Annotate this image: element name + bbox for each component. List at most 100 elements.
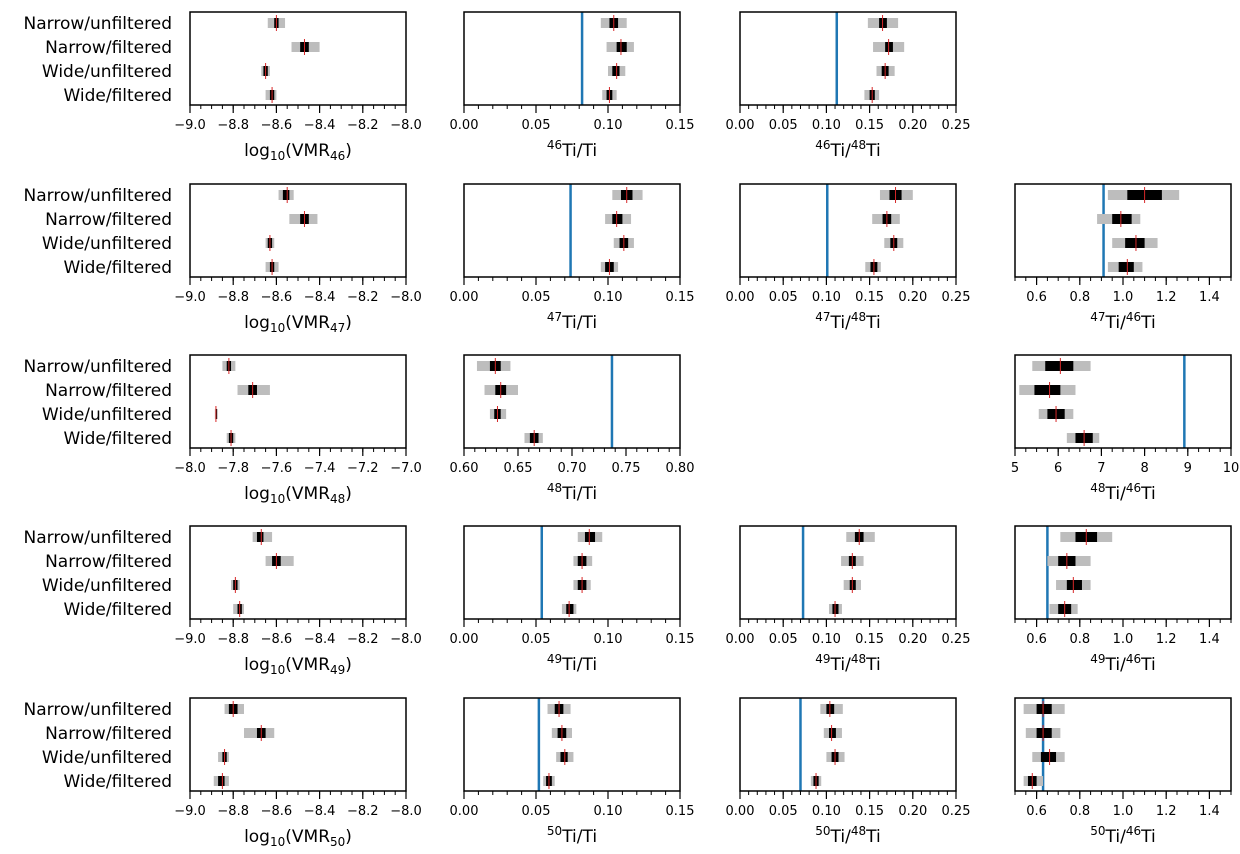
row-label: Narrow/filtered (45, 38, 172, 58)
tick-label: −7.4 (304, 461, 336, 476)
axis-title: log10(VMR47) (244, 313, 352, 335)
tick-label: 0.15 (855, 632, 884, 647)
tick-label: −8.0 (390, 804, 422, 819)
axis-title: 49Ti/Ti (547, 652, 597, 675)
inner-interval (218, 776, 225, 786)
tick-label: 0.10 (594, 632, 623, 647)
tick-label: −8.2 (347, 118, 379, 133)
axis-title: 50Ti/Ti (547, 824, 597, 847)
tick-label: −7.8 (217, 461, 249, 476)
axis-title: log10(VMR48) (244, 484, 352, 506)
tick-label: 0.20 (898, 118, 927, 133)
axes-frame (189, 183, 407, 278)
tick-label: 0.05 (769, 632, 798, 647)
tick-label: 1.4 (1199, 290, 1220, 305)
panel-48-1: 0.60 0.65 0.70 0.75 0.80 48Ti/Ti (450, 354, 694, 504)
tick-label: −8.4 (304, 118, 336, 133)
inner-interval (215, 409, 218, 419)
panel-49-0: −9.0 −8.8 −8.6 −8.4 −8.2 −8.0 log10(VMR49) (174, 525, 422, 677)
tick-label: 7 (1097, 461, 1105, 476)
tick-label: 0.25 (942, 118, 971, 133)
row-label: Narrow/unfiltered (24, 700, 172, 720)
tick-label: −8.6 (261, 118, 293, 133)
tick-label: 0.05 (769, 118, 798, 133)
inner-interval (1112, 214, 1132, 224)
row-label: Wide/unfiltered (42, 405, 172, 425)
row-label: Wide/unfiltered (42, 234, 172, 254)
tick-label: −8.8 (217, 118, 249, 133)
inner-interval (1118, 262, 1134, 272)
tick-label: 0.8 (1069, 804, 1090, 819)
tick-label: 0.10 (812, 632, 841, 647)
tick-label: 0.00 (726, 804, 755, 819)
axes-frame (463, 525, 681, 620)
tick-label: −8.2 (347, 290, 379, 305)
tick-label: −8.0 (390, 118, 422, 133)
axes-frame (739, 183, 957, 278)
panel-50-2: 0.00 0.05 0.10 0.15 0.20 0.25 50Ti/48Ti (726, 697, 970, 847)
tick-label: −7.6 (261, 461, 293, 476)
tick-label: 0.05 (769, 804, 798, 819)
tick-label: 0.05 (522, 118, 551, 133)
tick-label: 0.65 (504, 461, 533, 476)
row-label: Wide/filtered (63, 772, 172, 792)
tick-label: −8.6 (261, 632, 293, 647)
tick-label: 0.20 (898, 290, 927, 305)
tick-label: 1.4 (1199, 632, 1220, 647)
panel-47-2: 0.00 0.05 0.10 0.15 0.20 0.25 47Ti/48Ti (726, 183, 971, 333)
axes-frame (739, 11, 957, 106)
tick-label: 0.70 (558, 461, 587, 476)
tick-label: −9.0 (174, 804, 206, 819)
inner-interval (612, 214, 623, 224)
axis-title: log10(VMR49) (244, 655, 352, 677)
panel-46-0: −9.0 −8.8 −8.6 −8.4 −8.2 −8.0 log10(VMR46) (174, 11, 422, 163)
tick-label: 0.15 (855, 290, 884, 305)
row-label: Wide/unfiltered (42, 62, 172, 82)
inner-interval (1036, 728, 1052, 738)
panel-46-1: 0.00 0.05 0.10 0.15 46Ti/Ti (450, 11, 694, 161)
tick-label: 0.20 (898, 804, 927, 819)
row-label: Wide/unfiltered (42, 748, 172, 768)
panel-50-0: −9.0 −8.8 −8.6 −8.4 −8.2 −8.0 log10(VMR50) (174, 697, 422, 849)
tick-label: 0.6 (1026, 804, 1047, 819)
inner-interval (1036, 704, 1052, 714)
panel-49-2: 0.00 0.05 0.10 0.15 0.20 0.25 49Ti/48Ti (726, 525, 970, 675)
inner-interval (1040, 752, 1057, 762)
axes-frame (189, 525, 407, 620)
axis-title: 50Ti/46Ti (1090, 824, 1155, 847)
axis-title: 47Ti/Ti (547, 310, 597, 333)
inner-interval (1034, 385, 1061, 395)
tick-label: −9.0 (174, 118, 206, 133)
tick-label: 1.0 (1113, 804, 1134, 819)
tick-label: 5 (1011, 461, 1019, 476)
inner-interval (584, 532, 596, 542)
row-label: Wide/filtered (63, 600, 172, 620)
tick-label: 0.6 (1026, 632, 1047, 647)
axis-title: 47Ti/48Ti (815, 310, 880, 333)
tick-label: 0.75 (612, 461, 641, 476)
tick-label: 0.25 (942, 290, 971, 305)
panel-49-3: 0.6 0.8 1.0 1.2 1.4 49Ti/46Ti (1014, 525, 1232, 675)
tick-label: 0.15 (666, 290, 695, 305)
tick-label: −8.8 (217, 632, 249, 647)
row-label: Wide/filtered (63, 86, 172, 106)
tick-label: 0.00 (450, 290, 479, 305)
tick-label: 1.4 (1199, 804, 1220, 819)
tick-label: −7.0 (390, 461, 422, 476)
axis-title: 47Ti/46Ti (1090, 310, 1155, 333)
tick-label: 0.10 (812, 804, 841, 819)
axis-title: 50Ti/48Ti (815, 824, 880, 847)
tick-label: −8.0 (390, 632, 422, 647)
panel-50-3: 0.6 0.8 1.0 1.2 1.4 50Ti/46Ti (1014, 697, 1232, 847)
tick-label: 0.00 (726, 632, 755, 647)
panel-48-0: −8.0 −7.8 −7.6 −7.4 −7.2 −7.0 log10(VMR48) (174, 354, 422, 506)
tick-label: 1.2 (1156, 804, 1177, 819)
panel-47-3: 0.6 0.8 1.0 1.2 1.4 47Ti/46Ti (1014, 183, 1232, 333)
axis-title: 49Ti/48Ti (815, 652, 880, 675)
row-label: Narrow/filtered (45, 552, 172, 572)
tick-label: 0.00 (450, 632, 479, 647)
tick-label: 0.00 (726, 290, 755, 305)
tick-label: 0.05 (769, 290, 798, 305)
tick-label: −8.4 (304, 290, 336, 305)
